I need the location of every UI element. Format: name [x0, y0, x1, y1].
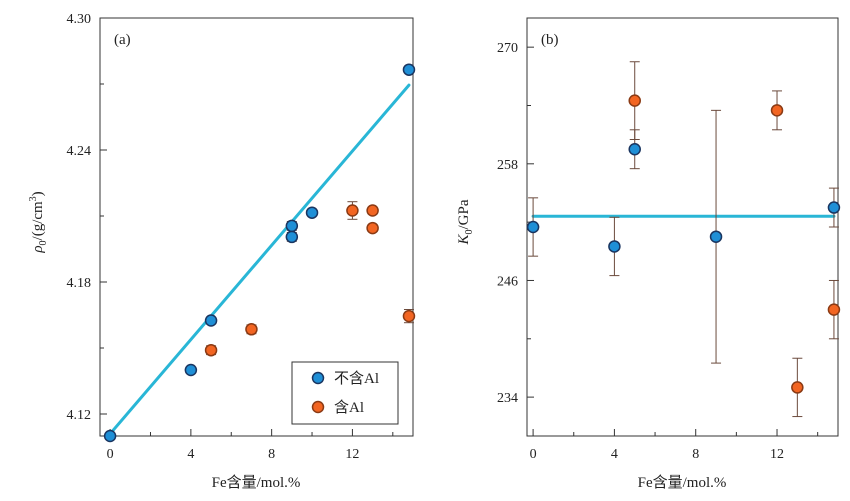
legend-marker-no-al [311, 371, 325, 385]
panel-b-point-no-al [628, 142, 641, 156]
legend: 不含Al 含Al [291, 361, 399, 425]
panel-a: 0 4 8 124.124.184.244.30 (a) Fe含量/mol.% ρ0/… [28, 12, 416, 491]
panel-a-point-no-al [402, 63, 416, 76]
panel-b-y-tick-label: 234 [497, 391, 518, 406]
panel-a-point-al [402, 309, 416, 323]
panel-a-point-al [245, 323, 258, 336]
panel-a-point-no-al [285, 219, 299, 233]
panel-a-point-al [366, 221, 379, 235]
panel-b-point-no-al [827, 201, 841, 214]
panel-b-x-tick-label: 12 [770, 447, 784, 462]
panel-a-frame [99, 17, 414, 437]
panel-a-y-axis-sub: 0 [38, 240, 49, 245]
panel-b-y-tick-label: 270 [497, 41, 518, 56]
panel-a-point-no-al [285, 230, 299, 244]
panel-a-x-tick-label: 4 [187, 447, 194, 462]
panel-b-ticks: 0 4 8 12 234 246 258 270 [497, 41, 819, 462]
panel-a-y-axis-sup: 3 [28, 196, 39, 201]
panel-a-ticks: 0 4 8 12 4.12 4.18 4.24 4.30 [67, 12, 394, 462]
panel-a-y-axis-close: ) [30, 191, 46, 196]
panel-a-point-al [204, 343, 218, 357]
panel-a-point-al [346, 204, 359, 217]
legend-box [291, 361, 399, 425]
panel-a-fit-line [108, 83, 411, 436]
panel-a-point-no-al [204, 314, 218, 327]
panel-a-y-tick-label: 4.18 [67, 276, 92, 291]
panel-b-point-no-al [526, 220, 540, 234]
legend-label-al: 含Al [334, 399, 364, 416]
panel-a-x-tick-label: 0 [107, 447, 114, 462]
panel-a-points [103, 63, 416, 443]
legend-marker-al [311, 400, 325, 414]
panel-a-point-al [366, 204, 379, 217]
panel-b-point-no-al [709, 230, 723, 243]
panel-a-x-tick-label: 8 [268, 447, 275, 462]
panel-b-y-axis-symbol: K [456, 234, 472, 246]
panel-b-label: (b) [541, 32, 559, 48]
panel-b-x-tick-label: 8 [692, 447, 699, 462]
panel-a-y-tick-label: 4.30 [67, 12, 92, 27]
panel-a-x-axis-title: Fe含量/mol.% [212, 474, 301, 491]
panel-b-y-axis-unit: /GPa [456, 199, 472, 229]
panel-a-point-no-al [103, 429, 117, 443]
panel-a-y-tick-label: 4.12 [67, 408, 92, 423]
panel-b-point-al [791, 381, 804, 394]
panel-b-y-tick-label: 258 [497, 158, 518, 173]
panel-b-point-al [827, 303, 841, 316]
panel-a-x-tick-label: 12 [345, 447, 359, 462]
panel-b-y-tick-label: 246 [497, 274, 518, 289]
panel-b-x-tick-label: 0 [530, 447, 537, 462]
panel-a-y-tick-label: 4.24 [67, 144, 92, 159]
panel-b-y-axis-title: K0/GPa [456, 199, 475, 245]
panel-b-points [526, 61, 841, 418]
panel-a-fit-line-path [108, 83, 411, 436]
panel-b-x-tick-label: 4 [611, 447, 618, 462]
panel-a-y-axis-unit: /(g/cm [30, 201, 46, 240]
panel-a-label: (a) [114, 32, 131, 48]
panel-b-point-al [770, 104, 784, 117]
legend-label-no-al: 不含Al [334, 370, 379, 387]
panel-b-frame [526, 17, 839, 437]
panel-b-y-axis-sub: 0 [464, 229, 475, 234]
panel-b-point-al [628, 94, 641, 107]
panel-a-y-axis-title: ρ0/(g/cm3) [28, 191, 49, 253]
panel-a-point-no-al [184, 363, 198, 377]
panel-a-point-no-al [305, 206, 319, 219]
panel-b-point-no-al [608, 240, 621, 253]
panel-a-y-axis-symbol: ρ [30, 245, 46, 253]
panel-b-x-axis-title: Fe含量/mol.% [638, 474, 727, 491]
